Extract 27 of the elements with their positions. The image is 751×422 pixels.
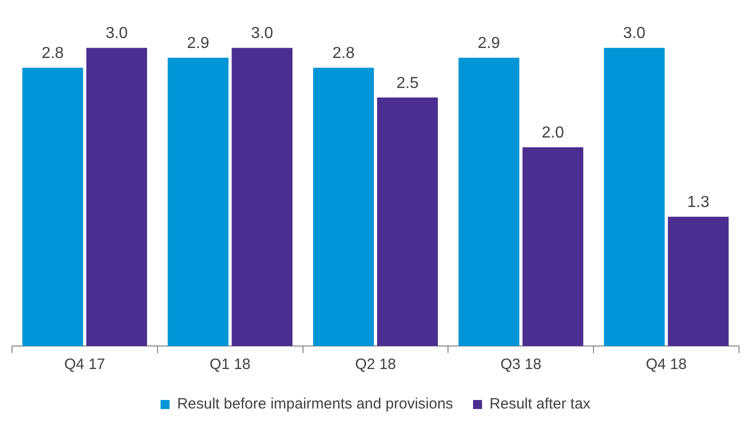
bar bbox=[313, 68, 374, 346]
data-label: 2.8 bbox=[42, 45, 64, 62]
bar bbox=[22, 68, 84, 346]
data-label: 2.9 bbox=[186, 35, 210, 52]
data-label: 2.5 bbox=[396, 74, 419, 92]
legend-label: Result after tax bbox=[490, 396, 591, 413]
bar bbox=[377, 98, 438, 346]
bar bbox=[168, 58, 228, 346]
data-label: 2.9 bbox=[478, 35, 500, 52]
data-label: 3.0 bbox=[250, 25, 274, 42]
legend-label: Result before impairments and provisions bbox=[177, 396, 454, 413]
x-tick-label: Q3 18 bbox=[500, 356, 542, 374]
x-tick-label: Q4 18 bbox=[646, 356, 687, 374]
bar bbox=[604, 48, 665, 346]
bar bbox=[232, 48, 292, 346]
x-tick-label: Q4 17 bbox=[64, 356, 106, 374]
bar bbox=[668, 216, 729, 346]
data-label: 3.0 bbox=[623, 25, 646, 42]
x-tick-label: Q2 18 bbox=[355, 356, 396, 374]
bar bbox=[86, 48, 148, 346]
bar bbox=[458, 58, 520, 346]
data-label: 1.3 bbox=[687, 194, 710, 212]
data-label: 2.0 bbox=[542, 124, 564, 142]
data-label: 2.8 bbox=[332, 45, 355, 62]
data-label: 3.0 bbox=[106, 25, 128, 42]
x-tick-label: Q1 18 bbox=[210, 356, 251, 374]
bar bbox=[522, 147, 584, 346]
